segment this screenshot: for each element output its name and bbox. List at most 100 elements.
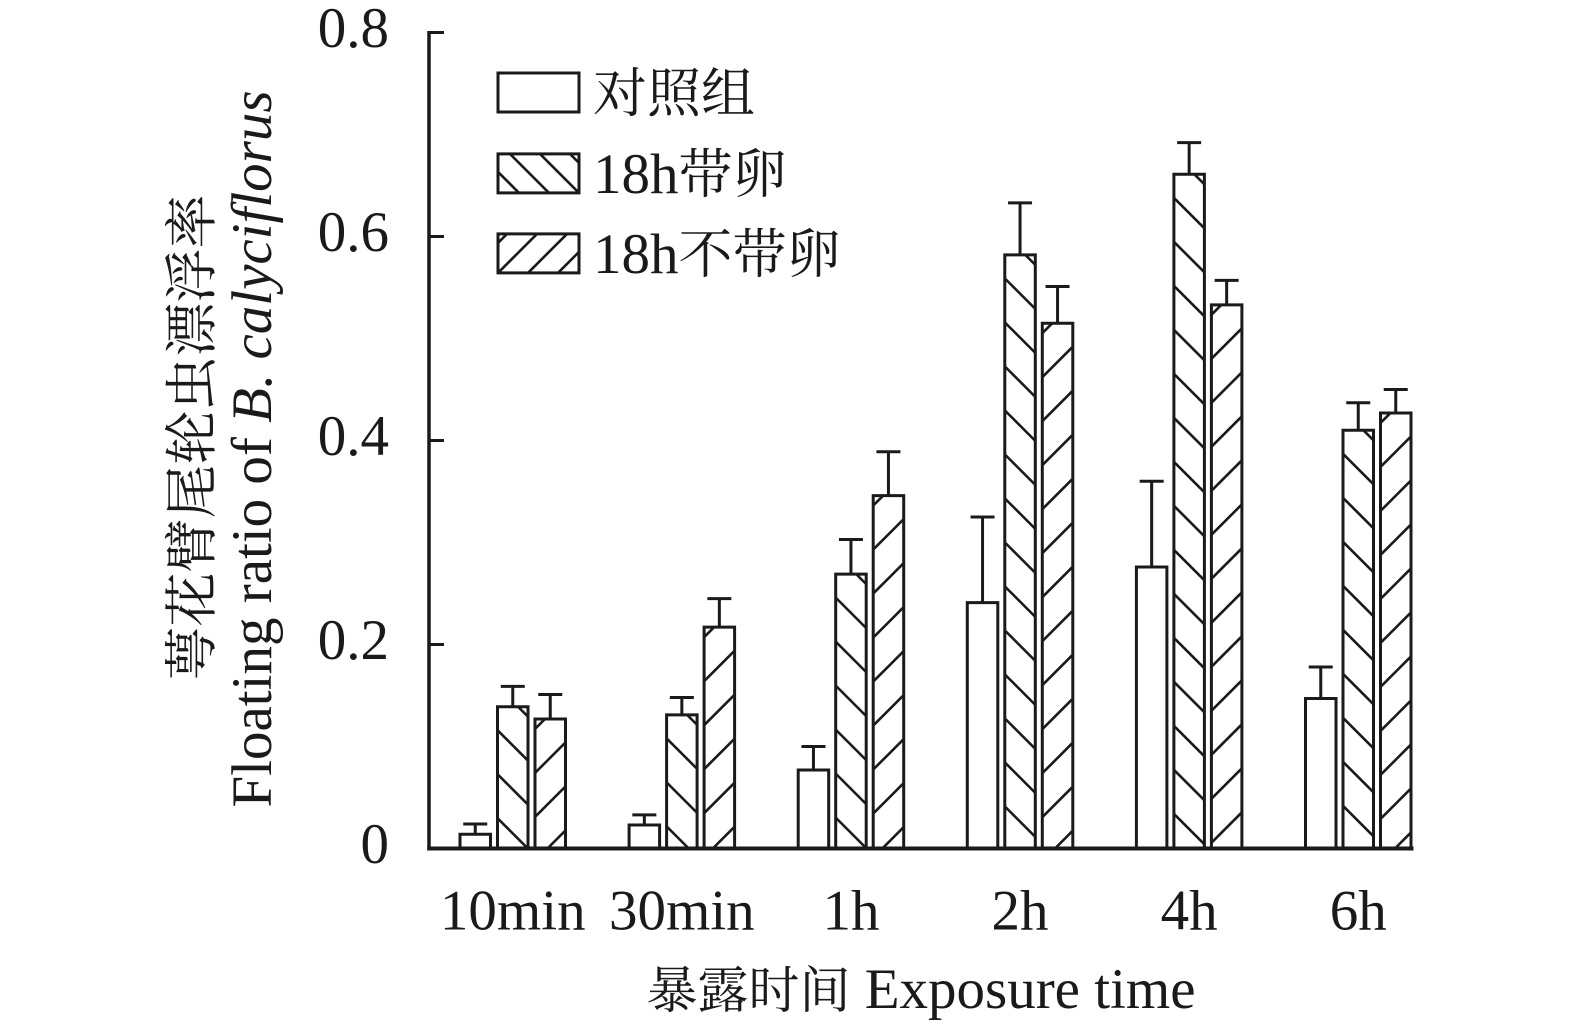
hatch-line — [1379, 787, 1412, 820]
hatch-line — [872, 738, 905, 771]
bar-control-10min — [458, 822, 492, 850]
bar-fill — [873, 495, 904, 850]
hatch-line — [497, 170, 520, 194]
hatch-line — [834, 596, 868, 630]
y-tick-label: 0 — [361, 813, 390, 876]
hatch-line — [1003, 717, 1037, 750]
cjk-glyph — [164, 412, 215, 463]
cjk-glyph — [165, 574, 215, 626]
hatch-line — [527, 232, 568, 274]
hatch-line — [1172, 636, 1206, 670]
bar-fill — [460, 834, 491, 850]
rect-shape — [498, 153, 579, 193]
hatch-line — [1379, 743, 1412, 776]
hatch-line — [1041, 565, 1074, 599]
cjk-glyph — [165, 360, 215, 407]
x-tick-label: 1h — [822, 880, 879, 943]
hatch-line — [1379, 435, 1412, 468]
cjk-glyph — [164, 520, 215, 571]
x-tick-label: 30min — [609, 880, 755, 943]
error-bar — [1139, 479, 1164, 567]
hatch-line — [1210, 723, 1243, 756]
bar-fill — [1004, 254, 1036, 850]
x-tick-label: 6h — [1330, 880, 1387, 943]
hatch-line — [496, 729, 529, 762]
cjk-glyph — [702, 67, 754, 114]
hatch-line — [1172, 328, 1206, 362]
hatch-line — [1041, 609, 1074, 643]
bar-with-eggs-4h — [1172, 141, 1206, 850]
hatch-line — [1003, 453, 1037, 486]
hatch-line — [872, 494, 885, 507]
cjk-glyph — [649, 67, 699, 117]
error-bar — [1214, 278, 1239, 305]
hatch-line — [686, 713, 699, 726]
hatch-line — [1210, 547, 1243, 580]
hatch-line — [1172, 812, 1206, 846]
hatch-line — [872, 606, 905, 639]
hatch-line — [1041, 697, 1074, 731]
hatch-line — [1172, 592, 1206, 626]
hatch-line — [1003, 497, 1037, 530]
error-bar — [1346, 401, 1371, 431]
hatch-line — [1342, 540, 1375, 574]
hatch-line — [1210, 303, 1223, 316]
hatch-line — [665, 781, 699, 814]
bar-control-1h — [796, 745, 831, 850]
y-axis-label-cn — [164, 196, 215, 678]
error-bar — [970, 515, 995, 603]
y-tick-label: 0.8 — [318, 0, 389, 60]
hatch-line — [1003, 805, 1037, 838]
legend-swatch — [496, 232, 581, 275]
hatch-line — [834, 728, 868, 762]
hatch-line — [1379, 412, 1392, 424]
hatch-line — [703, 649, 736, 683]
bars-layer — [458, 141, 1413, 851]
hatch-line — [1210, 679, 1243, 712]
latin-text: Exposure time — [850, 958, 1195, 1021]
hatch-line — [703, 626, 716, 639]
hatch-line — [1041, 433, 1074, 467]
legend-entry-without-eggs: 18h — [496, 223, 839, 286]
bar-control-2h — [965, 515, 1000, 850]
error-bar — [1008, 201, 1033, 255]
bar-fill — [629, 825, 660, 850]
hatch-line — [1210, 811, 1243, 844]
cjk-glyph — [752, 965, 798, 1012]
bar-control-4h — [1134, 479, 1169, 850]
error-bar — [1045, 284, 1070, 324]
legend-swatch — [496, 71, 581, 114]
y-axis-label-en-wrap: Floating ratio of B. calyciflorus — [221, 90, 284, 807]
hatch-line — [703, 693, 736, 727]
bar-with-eggs-6h — [1341, 401, 1375, 850]
hatch-line — [1379, 523, 1412, 556]
hatch-line — [1342, 804, 1375, 838]
cjk-glyph — [737, 147, 785, 198]
hatch-line — [1379, 479, 1412, 512]
error-bar — [463, 822, 488, 835]
cjk-glyph — [680, 228, 730, 277]
hatch-line — [872, 782, 905, 815]
latin-text: B. calyciflorus — [221, 90, 284, 422]
bar-without-eggs-30min — [702, 597, 737, 851]
y-axis-label-en: Floating ratio of B. calyciflorus — [221, 90, 284, 807]
hatch-line — [1003, 277, 1037, 310]
hatch-line — [1041, 741, 1074, 775]
cjk-glyph — [734, 227, 785, 278]
hatch-line — [1210, 767, 1243, 800]
hatch-line — [1210, 371, 1243, 404]
hatch-line — [1003, 673, 1037, 706]
hatch-line — [1041, 389, 1074, 423]
error-bar — [838, 537, 863, 575]
hatch-line — [834, 684, 868, 718]
bar-without-eggs-10min — [533, 692, 567, 851]
hatch-line — [1193, 173, 1206, 186]
hatch-line — [1342, 716, 1375, 750]
x-tick-label: 2h — [992, 880, 1049, 943]
hatch-line — [509, 152, 550, 194]
hatch-line — [1342, 760, 1375, 794]
hatch-line — [1003, 629, 1037, 662]
bar-without-eggs-1h — [871, 450, 906, 851]
